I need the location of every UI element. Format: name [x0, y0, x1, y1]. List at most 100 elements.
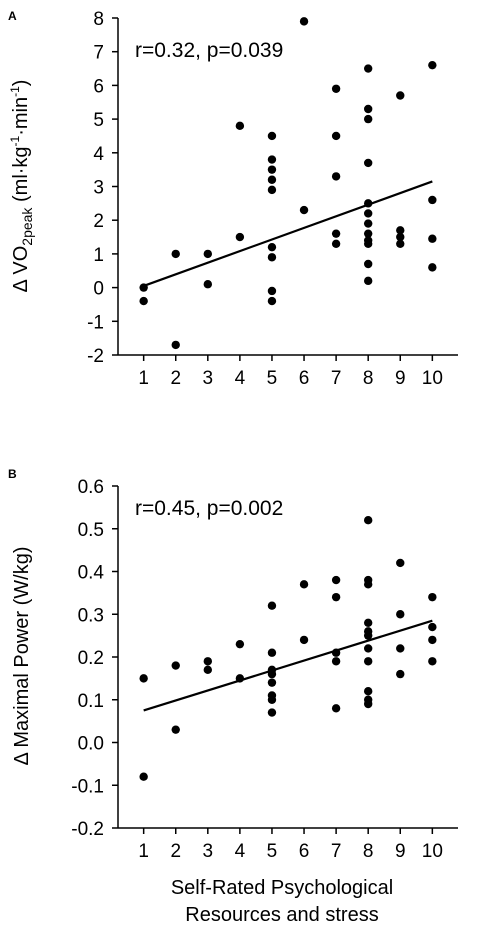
panel-b-y-tick-label: -0.2	[71, 819, 104, 840]
panel-a-y-tick-label: 6	[93, 76, 104, 97]
panel-b-data-point	[139, 772, 148, 781]
panel-a-data-point	[267, 286, 277, 296]
panel-b-data-point	[267, 678, 277, 687]
panel-a-x-tick-label: 10	[422, 368, 443, 389]
panel-a-data-point	[203, 249, 213, 259]
panel-b-data-point	[363, 644, 373, 653]
panel-a-ylabel-units-open: (ml·kg	[10, 146, 32, 207]
panel-a-data-point	[428, 234, 437, 243]
panel-a-data-point	[331, 131, 341, 141]
panel-a-data-point	[363, 219, 373, 228]
panel-b-y-tick-label: 0.2	[78, 648, 104, 669]
panel-a-x-tick-label: 4	[235, 368, 246, 389]
panel-b-data-point	[363, 657, 373, 666]
panel-b-xlabel-line2: Resources and stress	[185, 904, 378, 926]
panel-a-data-point	[139, 283, 148, 292]
panel-b-data-point	[267, 601, 277, 610]
panel-b-data-point	[363, 516, 373, 525]
panel-b-data-point	[331, 592, 341, 602]
panel-a-y-tick-label: 1	[93, 245, 104, 266]
panel-a-ylabel-vo: VO	[10, 246, 32, 275]
panel-a-x-tick-label: 2	[170, 368, 181, 389]
panel-a-regression-line	[143, 180, 433, 287]
panel-a-data-point	[428, 60, 437, 70]
panel-b-data-point	[267, 669, 277, 679]
panel-a-data-point	[299, 205, 309, 215]
panel-a-y-tick-label: 3	[93, 178, 104, 199]
panel-b-data-point	[363, 618, 373, 627]
panel-b-data-point	[331, 704, 341, 713]
panel-b-data-point	[363, 687, 373, 696]
panel-a-data-point	[267, 131, 277, 141]
panel-a-ylabel: Δ VO2peak (ml·kg-1·min-1)	[8, 80, 35, 293]
panel-b-y-tick-label: 0.5	[78, 520, 104, 541]
panel-b-x-tick-label: 1	[138, 841, 149, 862]
panel-a-data-point	[363, 259, 373, 269]
panel-a-data-point	[363, 229, 373, 238]
panel-b-x-tick-label: 7	[331, 841, 342, 862]
panel-b-letter: B	[8, 467, 17, 481]
panel-b-y-tick-label: 0.3	[78, 605, 104, 626]
panel-b-data-point	[267, 695, 277, 704]
panel-a-data-point	[363, 199, 373, 208]
panel-b-y-tick-label: 0.6	[78, 477, 104, 498]
panel-a-x-tick-label: 5	[267, 368, 278, 389]
panel-a-annotation: r=0.32, p=0.039	[135, 39, 283, 62]
panel-a-data-point	[235, 121, 245, 131]
panel-b-data-point	[171, 725, 180, 734]
panel-b-data-point	[396, 610, 405, 619]
panel-a-data-point	[363, 64, 373, 73]
svg-text:Δ VO2peak (ml·kg-1·min-1): Δ VO2peak (ml·kg-1·min-1)	[8, 80, 35, 293]
panel-a-data-point	[171, 249, 180, 259]
panel-b-data-point	[139, 674, 148, 683]
panel-b-x-tick-label: 8	[363, 841, 374, 862]
panel-a-data-point	[331, 172, 341, 181]
panel-a-y-tick-label: 0	[93, 279, 104, 300]
panel-b-data-point	[267, 648, 277, 657]
panel-b-plot-area: 0.6 0.5 0.4 0.3 0.2 0.1 0.0 -0.1 -0.2 1 2 3 4 5 6 7 8 9 10	[71, 477, 458, 862]
panel-a-x-tick-label: 1	[138, 368, 149, 389]
panel-a-x-tick-label: 8	[363, 368, 374, 389]
panel-b-data-point	[235, 639, 245, 649]
panel-a-data-point	[396, 226, 405, 235]
panel-b-ylabel-group: Δ Maximal Power (W/kg)	[11, 547, 33, 766]
panel-a-data-point	[363, 239, 373, 248]
panel-a-data-point	[235, 232, 245, 242]
panel-b-data-point	[396, 644, 405, 653]
panel-b-x-tick-label: 4	[235, 841, 246, 862]
panel-b-y-tick-label: 0.0	[78, 734, 104, 755]
panel-a-data-point	[267, 185, 277, 195]
panel-b-data-point	[299, 580, 309, 589]
panel-a-data-point	[331, 229, 341, 238]
panel-b-regression-line	[143, 619, 433, 712]
panel-a-y-tick-label: -2	[87, 346, 104, 367]
panel-a-y-tick-label: 8	[93, 9, 104, 30]
panel-a-data-point	[171, 340, 180, 350]
panel-b-ylabel: Δ Maximal Power (W/kg)	[11, 547, 33, 766]
panel-a-data-point	[331, 239, 341, 248]
panel-b-data-point	[363, 631, 373, 640]
panel-a-data-point	[428, 263, 437, 272]
panel-a-ylabel-sup1: -1	[8, 135, 22, 146]
panel-b-x-tick-label: 9	[395, 841, 406, 862]
panel-a-data-point	[396, 239, 405, 248]
panel-b-data-point	[331, 648, 341, 657]
panel-a-ylabel-sub: 2peak	[19, 207, 35, 246]
panel-a-data-point	[267, 165, 277, 174]
panel-a-data-point	[363, 209, 373, 218]
panel-a-data-point	[396, 232, 405, 242]
panel-b-y-tick-label: -0.1	[71, 776, 104, 797]
panel-b-data-point	[171, 661, 180, 670]
panel-a-data-point	[267, 253, 277, 262]
panel-b-x-tick-label: 2	[170, 841, 181, 862]
panel-b-data-point	[331, 657, 341, 666]
panel-a-ylabel-units-close: )	[10, 80, 32, 87]
panel-b-x-tick-label: 5	[267, 841, 278, 862]
panel-a-y-tick-label: -1	[87, 312, 104, 333]
panel-a-data-point	[428, 195, 437, 205]
panel-a-data-point	[363, 104, 373, 114]
panel-b-data-point	[428, 622, 437, 632]
panel-b-data-point	[235, 674, 245, 683]
panel-b-data-point	[428, 592, 437, 602]
